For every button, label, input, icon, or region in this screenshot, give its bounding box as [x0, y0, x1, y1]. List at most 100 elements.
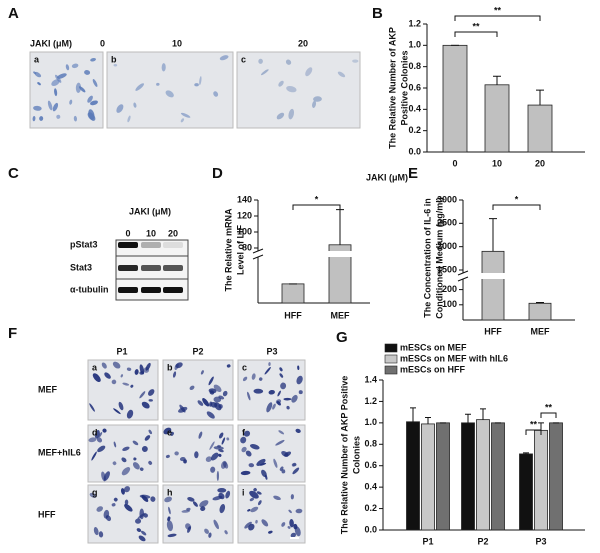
- cell: [126, 367, 132, 371]
- x-axis-label: JAKI (μM): [366, 172, 408, 182]
- cell: [337, 71, 346, 78]
- cell: [56, 73, 67, 79]
- cell: [133, 102, 137, 108]
- cell: [96, 506, 103, 512]
- y-tick-label: 0.2: [364, 503, 377, 513]
- legend-label: mESCs on HFF: [400, 364, 466, 374]
- y-tick-label: 0.8: [364, 439, 377, 449]
- cell: [210, 401, 218, 408]
- cell: [248, 463, 255, 468]
- cell: [297, 365, 300, 370]
- bar: [534, 429, 548, 531]
- y-tick-label: 1.0: [408, 40, 421, 50]
- cell: [166, 520, 174, 532]
- row-label: MEF+hIL6: [38, 447, 81, 457]
- cell: [111, 379, 117, 385]
- cell: [278, 80, 284, 87]
- cell: [268, 389, 275, 395]
- error-bar: [536, 302, 544, 304]
- panel-label: G: [336, 329, 348, 346]
- dose-label: 0: [100, 38, 105, 48]
- blot-row-label: pStat3: [70, 239, 98, 249]
- cell: [352, 59, 359, 63]
- cell: [268, 362, 271, 367]
- x-tick-label: 10: [492, 158, 502, 168]
- error-bar: [480, 408, 486, 420]
- cell: [289, 518, 294, 528]
- cell: [139, 371, 145, 375]
- cell: [39, 116, 44, 121]
- blot-band: [163, 287, 183, 293]
- significance-label: **: [530, 419, 538, 429]
- cell: [93, 526, 99, 536]
- cell: [89, 403, 95, 412]
- cell: [298, 390, 303, 395]
- x-tick-label: P1: [422, 536, 433, 546]
- cell: [250, 506, 259, 513]
- cell: [219, 55, 229, 61]
- cell: [84, 70, 91, 75]
- cell: [55, 74, 62, 83]
- cell: [112, 361, 121, 369]
- cell: [124, 504, 133, 512]
- image-label: h: [167, 487, 173, 497]
- cell: [200, 370, 204, 375]
- legend-label: mESCs on MEF: [400, 342, 467, 352]
- error-bar: [536, 89, 544, 106]
- blot-band: [163, 265, 183, 271]
- cell: [197, 400, 204, 406]
- cell: [113, 441, 117, 448]
- cell: [139, 467, 144, 471]
- bar: [281, 283, 305, 304]
- blot-band: [141, 242, 161, 248]
- cell: [213, 519, 219, 530]
- cell: [92, 373, 101, 383]
- cell: [69, 99, 73, 105]
- cell: [240, 470, 251, 476]
- cell: [288, 108, 295, 120]
- significance-label: *: [515, 194, 519, 204]
- cell: [285, 59, 292, 65]
- cell: [179, 457, 186, 462]
- y-tick-label: 3000: [437, 194, 457, 204]
- cell: [33, 71, 37, 75]
- y-axis-label: Level of LIF: [235, 225, 245, 276]
- cell: [113, 408, 121, 415]
- cell: [210, 466, 216, 473]
- micrograph: [236, 51, 361, 129]
- column-label: P2: [192, 346, 203, 356]
- row-label: HFF: [38, 509, 56, 519]
- error-bar: [336, 209, 344, 245]
- x-tick-label: MEF: [331, 310, 351, 320]
- x-tick-label: P3: [535, 536, 546, 546]
- cell: [216, 470, 219, 481]
- cell: [127, 115, 131, 123]
- blot-band: [118, 265, 138, 271]
- cell: [241, 446, 247, 453]
- cell: [257, 500, 262, 506]
- bar: [436, 422, 450, 531]
- cell: [120, 488, 125, 495]
- image-label: i: [242, 487, 245, 497]
- blot-row-label: Stat3: [70, 262, 92, 272]
- cell: [141, 446, 148, 452]
- cell: [137, 512, 146, 520]
- cell: [291, 394, 298, 403]
- panel-label: B: [372, 5, 383, 22]
- bar: [519, 453, 533, 531]
- panel-label: D: [212, 165, 223, 182]
- image-label: a: [92, 362, 98, 372]
- cell: [150, 496, 156, 502]
- axis-label: JAKI (μM): [30, 38, 72, 48]
- cell: [199, 76, 202, 86]
- cell: [266, 402, 273, 413]
- cell: [286, 405, 290, 410]
- cell: [224, 530, 228, 535]
- cell: [32, 115, 36, 122]
- cell: [73, 115, 78, 122]
- cell: [221, 437, 226, 445]
- y-tick-label: 1.4: [364, 374, 377, 384]
- cell: [143, 513, 148, 518]
- cell: [113, 497, 118, 502]
- significance-bracket: [540, 412, 557, 418]
